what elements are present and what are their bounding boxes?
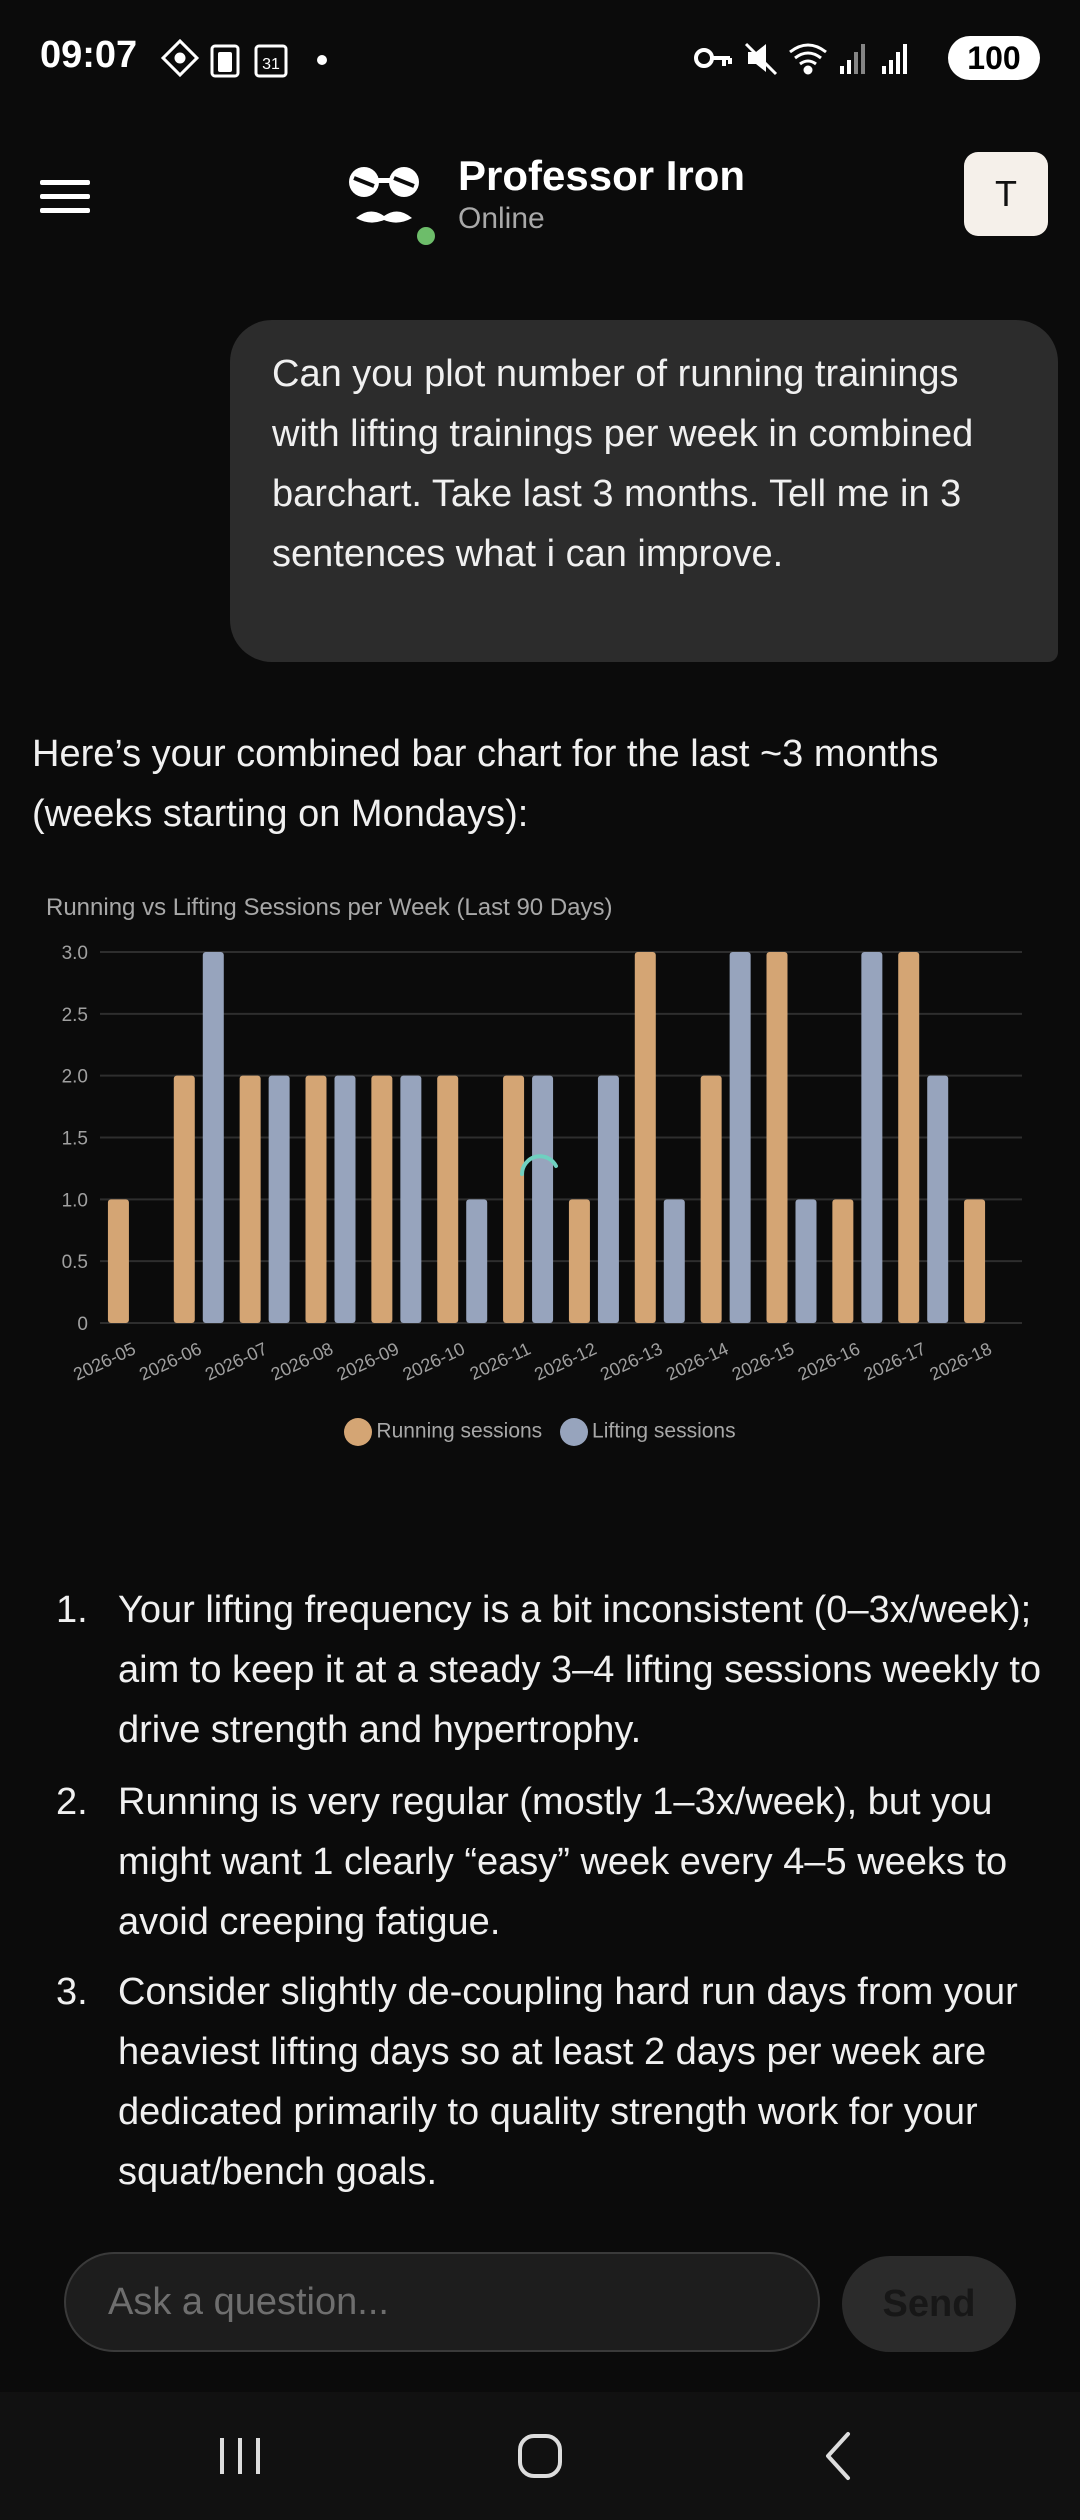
home-icon[interactable] [508, 2424, 572, 2488]
dot-icon [317, 55, 327, 65]
loading-spinner-icon [520, 1154, 558, 1176]
send-button[interactable]: Send [842, 2256, 1016, 2352]
bar-lifting [202, 952, 224, 1323]
bar-lifting [795, 1199, 817, 1323]
bar-lifting [861, 952, 883, 1323]
bar-running [239, 1075, 261, 1323]
list-item-number: 2. [56, 1781, 88, 1823]
legend-label-running: Running sessions [376, 1419, 543, 1443]
clipboard-icon [210, 44, 240, 78]
menu-icon[interactable] [40, 178, 90, 214]
list-item-text: Your lifting frequency is a bit inconsis… [118, 1589, 1042, 1751]
list-item-number: 1. [56, 1589, 88, 1631]
x-tick-label: 2026-16 [795, 1338, 863, 1384]
x-tick-label: 2026-09 [334, 1338, 402, 1384]
bar-lifting [532, 1075, 554, 1323]
bot-name: Professor Iron [458, 152, 746, 199]
chart-title: Running vs Lifting Sessions per Week (La… [46, 894, 613, 921]
legend-item-lifting[interactable]: Lifting sessions [560, 1418, 736, 1446]
bar-lifting [400, 1075, 422, 1323]
navigation-diamond-icon [160, 38, 200, 78]
list-item-text: Consider slightly de-coupling hard run d… [118, 1971, 1018, 2193]
online-indicator [414, 224, 438, 248]
key-icon [694, 48, 732, 68]
x-tick-label: 2026-05 [70, 1338, 138, 1384]
y-tick-label: 3.0 [62, 943, 88, 964]
x-tick-label: 2026-06 [136, 1338, 204, 1384]
legend-item-running[interactable]: Running sessions [344, 1418, 542, 1446]
status-bar: 09:07 31 [0, 0, 1080, 120]
bar-running [173, 1075, 195, 1323]
bar-running [371, 1075, 393, 1323]
legend-swatch-lifting [560, 1418, 589, 1446]
mute-icon [744, 42, 778, 76]
signal-icon [882, 44, 907, 74]
svg-text:31: 31 [262, 56, 280, 73]
x-tick-label: 2026-17 [861, 1338, 929, 1384]
bar-running [107, 1199, 129, 1323]
x-tick-label: 2026-15 [729, 1338, 797, 1384]
recent-apps-icon[interactable] [208, 2424, 272, 2488]
x-tick-label: 2026-11 [467, 1338, 534, 1383]
bar-running [898, 952, 920, 1323]
assistant-intro-text: Here’s your combined bar chart for the l… [32, 733, 939, 835]
battery-indicator: 100 [948, 36, 1040, 80]
list-item-text: Running is very regular (mostly 1–3x/wee… [118, 1781, 1008, 1943]
bar-lifting [729, 952, 751, 1323]
bar-lifting [597, 1075, 619, 1323]
bar-lifting [466, 1199, 488, 1323]
professor-avatar-icon [349, 167, 419, 223]
legend-label-lifting: Lifting sessions [592, 1419, 736, 1443]
calendar-31-icon: 31 [254, 44, 288, 78]
y-tick-label: 1.0 [62, 1190, 88, 1211]
bar-running [503, 1075, 525, 1323]
y-tick-label: 0 [77, 1314, 88, 1335]
status-time: 09:07 [40, 34, 138, 76]
bar-lifting [268, 1075, 290, 1323]
x-tick-label: 2026-12 [531, 1338, 599, 1384]
user-avatar-button[interactable]: T [964, 152, 1048, 236]
wifi-icon [789, 43, 827, 75]
x-tick-label: 2026-14 [663, 1338, 731, 1384]
system-nav-bar [0, 2392, 1080, 2520]
bar-running [700, 1075, 722, 1323]
bar-running [964, 1199, 986, 1323]
chart-svg: 0 0.5 1.0 1.5 2.0 2.5 3.0 2026-052026-062026-07… [62, 943, 1022, 1385]
bar-running [568, 1199, 590, 1323]
bar-lifting [927, 1075, 949, 1323]
user-message-bubble: Can you plot number of running trainings… [230, 320, 1058, 662]
bar-running [437, 1075, 459, 1323]
x-tick-label: 2026-13 [597, 1338, 665, 1384]
list-item-number: 3. [56, 1971, 88, 2013]
y-tick-label: 2.0 [62, 1067, 88, 1088]
x-tick-label: 2026-18 [926, 1338, 994, 1384]
bar-lifting [334, 1075, 356, 1323]
bar-running [832, 1199, 854, 1323]
x-tick-label: 2026-07 [202, 1338, 270, 1384]
signal-icon [840, 44, 865, 74]
legend-swatch-running [344, 1418, 373, 1446]
back-icon[interactable] [808, 2424, 872, 2488]
question-input[interactable] [64, 2252, 820, 2352]
bar-chart: 0 0.5 1.0 1.5 2.0 2.5 3.0 2026-05 2026-06 2026-07… [0, 880, 1080, 1460]
y-tick-label: 1.5 [62, 1129, 88, 1150]
y-tick-label: 0.5 [62, 1252, 88, 1273]
bar-running [634, 952, 656, 1323]
status-left-icons: 31 [160, 38, 327, 78]
bot-status: Online [458, 202, 545, 235]
status-right-icons [694, 42, 907, 76]
chart-legend: Running sessions Lifting sessions [0, 1418, 1080, 1446]
x-tick-label: 2026-08 [268, 1338, 336, 1384]
y-tick-label: 2.5 [62, 1005, 88, 1026]
chat-header: Professor Iron Online T [0, 140, 1080, 250]
x-tick-label: 2026-10 [400, 1338, 468, 1384]
bar-lifting [663, 1199, 685, 1323]
bar-running [766, 952, 788, 1323]
bar-running [305, 1075, 327, 1323]
